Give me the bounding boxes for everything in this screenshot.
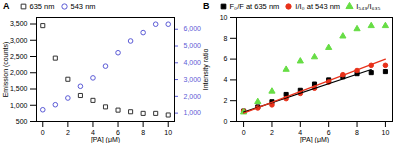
svg-text:3,000: 3,000: [184, 76, 202, 83]
svg-text:2,000: 2,000: [184, 93, 202, 100]
svg-text:2,000: 2,000: [10, 69, 28, 76]
svg-text:3,500: 3,500: [10, 20, 28, 27]
svg-text:6: 6: [224, 55, 228, 62]
svg-text:8: 8: [224, 35, 228, 42]
svg-text:1,500: 1,500: [10, 85, 28, 92]
svg-text:3,000: 3,000: [10, 36, 28, 43]
svg-text:6,000: 6,000: [184, 25, 202, 32]
svg-text:0: 0: [41, 129, 45, 136]
html-text:I/I₀ at 543 nm: I/I₀ at 543 nm: [295, 1, 341, 11]
html-text:B: B: [203, 1, 210, 11]
svg-text:5,000: 5,000: [184, 42, 202, 49]
svg-text:Emission (counts): Emission (counts): [2, 42, 10, 98]
svg-text:10: 10: [220, 14, 228, 21]
svg-text:2: 2: [66, 129, 70, 136]
svg-text:0: 0: [242, 129, 246, 136]
svg-text:10: 10: [164, 129, 172, 136]
html-text:A: A: [3, 1, 10, 11]
svg-text:500: 500: [16, 118, 28, 125]
svg-text:1,000: 1,000: [184, 109, 202, 116]
svg-text:6: 6: [326, 129, 331, 137]
svg-text:8: 8: [355, 129, 359, 136]
svg-text:[PA] (μM): [PA] (μM): [91, 136, 120, 143]
svg-text:2: 2: [270, 129, 274, 136]
svg-text:Intensity ratio: Intensity ratio: [202, 49, 210, 91]
svg-text:2,500: 2,500: [10, 53, 28, 60]
svg-text:8: 8: [141, 129, 145, 136]
svg-text:2: 2: [224, 97, 228, 104]
html-text:I₅₄₃/I₆₃₅: I₅₄₃/I₆₃₅: [356, 1, 381, 11]
svg-text:4: 4: [298, 129, 303, 137]
html-text:543 nm: 543 nm: [70, 1, 96, 11]
html-text:F₀/F at 635 nm: F₀/F at 635 nm: [229, 1, 280, 11]
svg-text:1,000: 1,000: [10, 101, 28, 108]
svg-text:[PA] (μM): [PA] (μM): [300, 136, 329, 143]
svg-text:4,000: 4,000: [184, 59, 202, 66]
svg-text:10: 10: [382, 129, 390, 136]
svg-text:4: 4: [91, 129, 95, 137]
svg-text:4: 4: [224, 76, 228, 83]
svg-text:0: 0: [224, 118, 228, 125]
svg-text:6: 6: [116, 129, 120, 137]
html-text:635 nm: 635 nm: [29, 1, 55, 11]
